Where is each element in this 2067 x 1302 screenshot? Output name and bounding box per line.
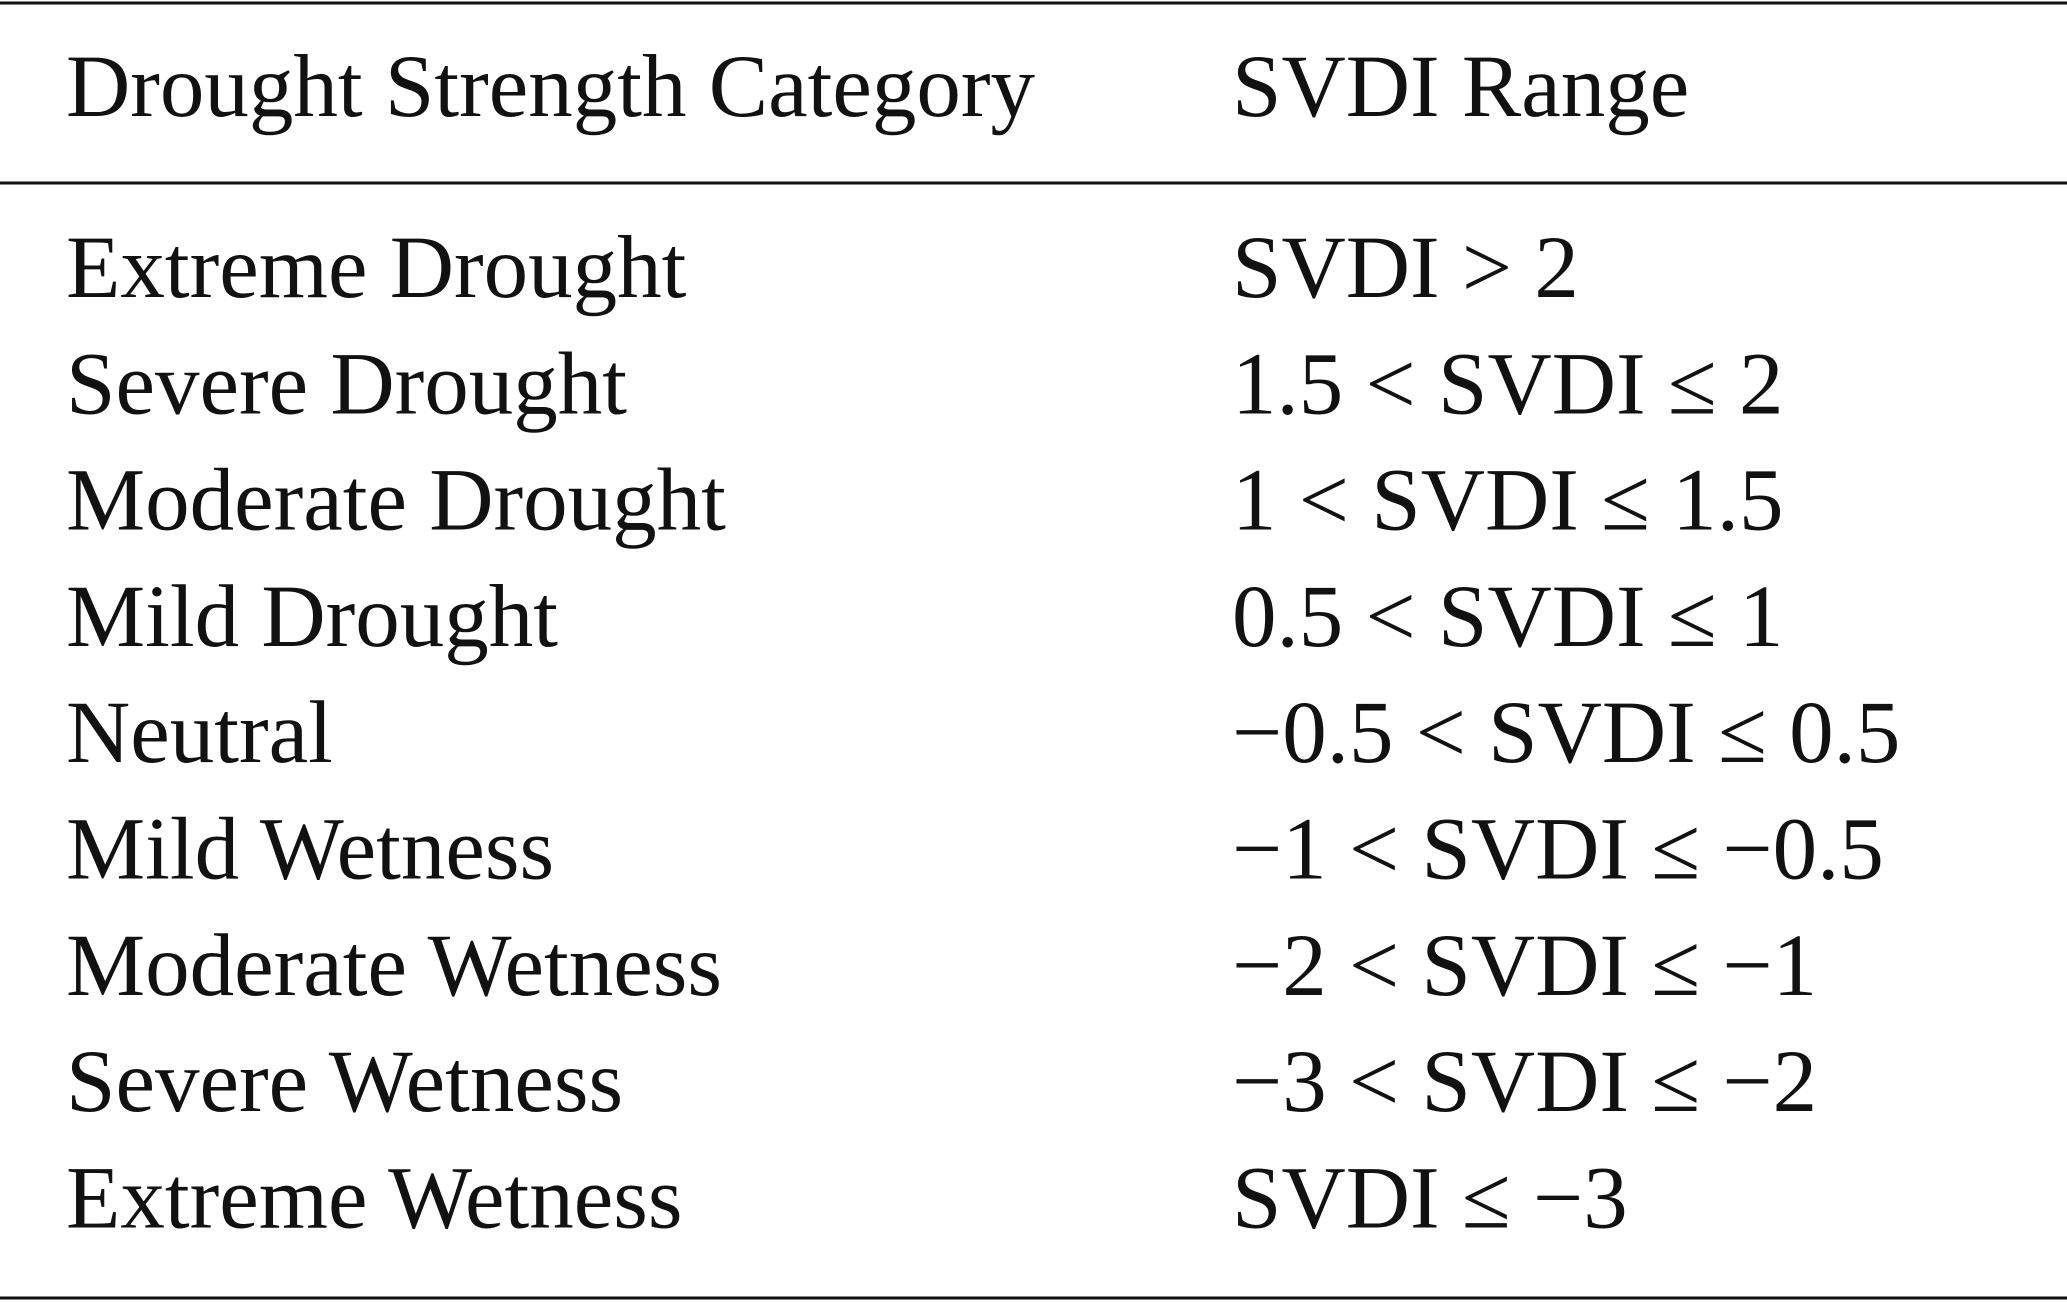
category-cell: Mild Wetness [66, 801, 554, 899]
range-cell: 1 < SVDI ≤ 1.5 [1232, 452, 1783, 550]
category-cell: Extreme Drought [66, 219, 687, 317]
category-cell: Severe Drought [66, 335, 627, 433]
range-cell: SVDI ≤ −3 [1232, 1149, 1628, 1247]
category-cell: Moderate Drought [66, 452, 726, 550]
category-cell: Neutral [66, 684, 333, 782]
range-cell: 1.5 < SVDI ≤ 2 [1232, 335, 1783, 433]
header-cell: Drought Strength Category [66, 38, 1035, 136]
header-cell: SVDI Range [1232, 38, 1689, 136]
range-cell: −2 < SVDI ≤ −1 [1232, 917, 1817, 1015]
range-cell: −1 < SVDI ≤ −0.5 [1232, 801, 1884, 899]
range-cell: −0.5 < SVDI ≤ 0.5 [1232, 684, 1900, 782]
range-cell: −3 < SVDI ≤ −2 [1232, 1033, 1817, 1131]
category-cell: Moderate Wetness [66, 917, 722, 1015]
category-cell: Mild Drought [66, 568, 558, 666]
range-cell: 0.5 < SVDI ≤ 1 [1232, 568, 1783, 666]
category-cell: Extreme Wetness [66, 1149, 682, 1247]
category-cell: Severe Wetness [66, 1033, 623, 1131]
range-cell: SVDI > 2 [1232, 219, 1579, 317]
